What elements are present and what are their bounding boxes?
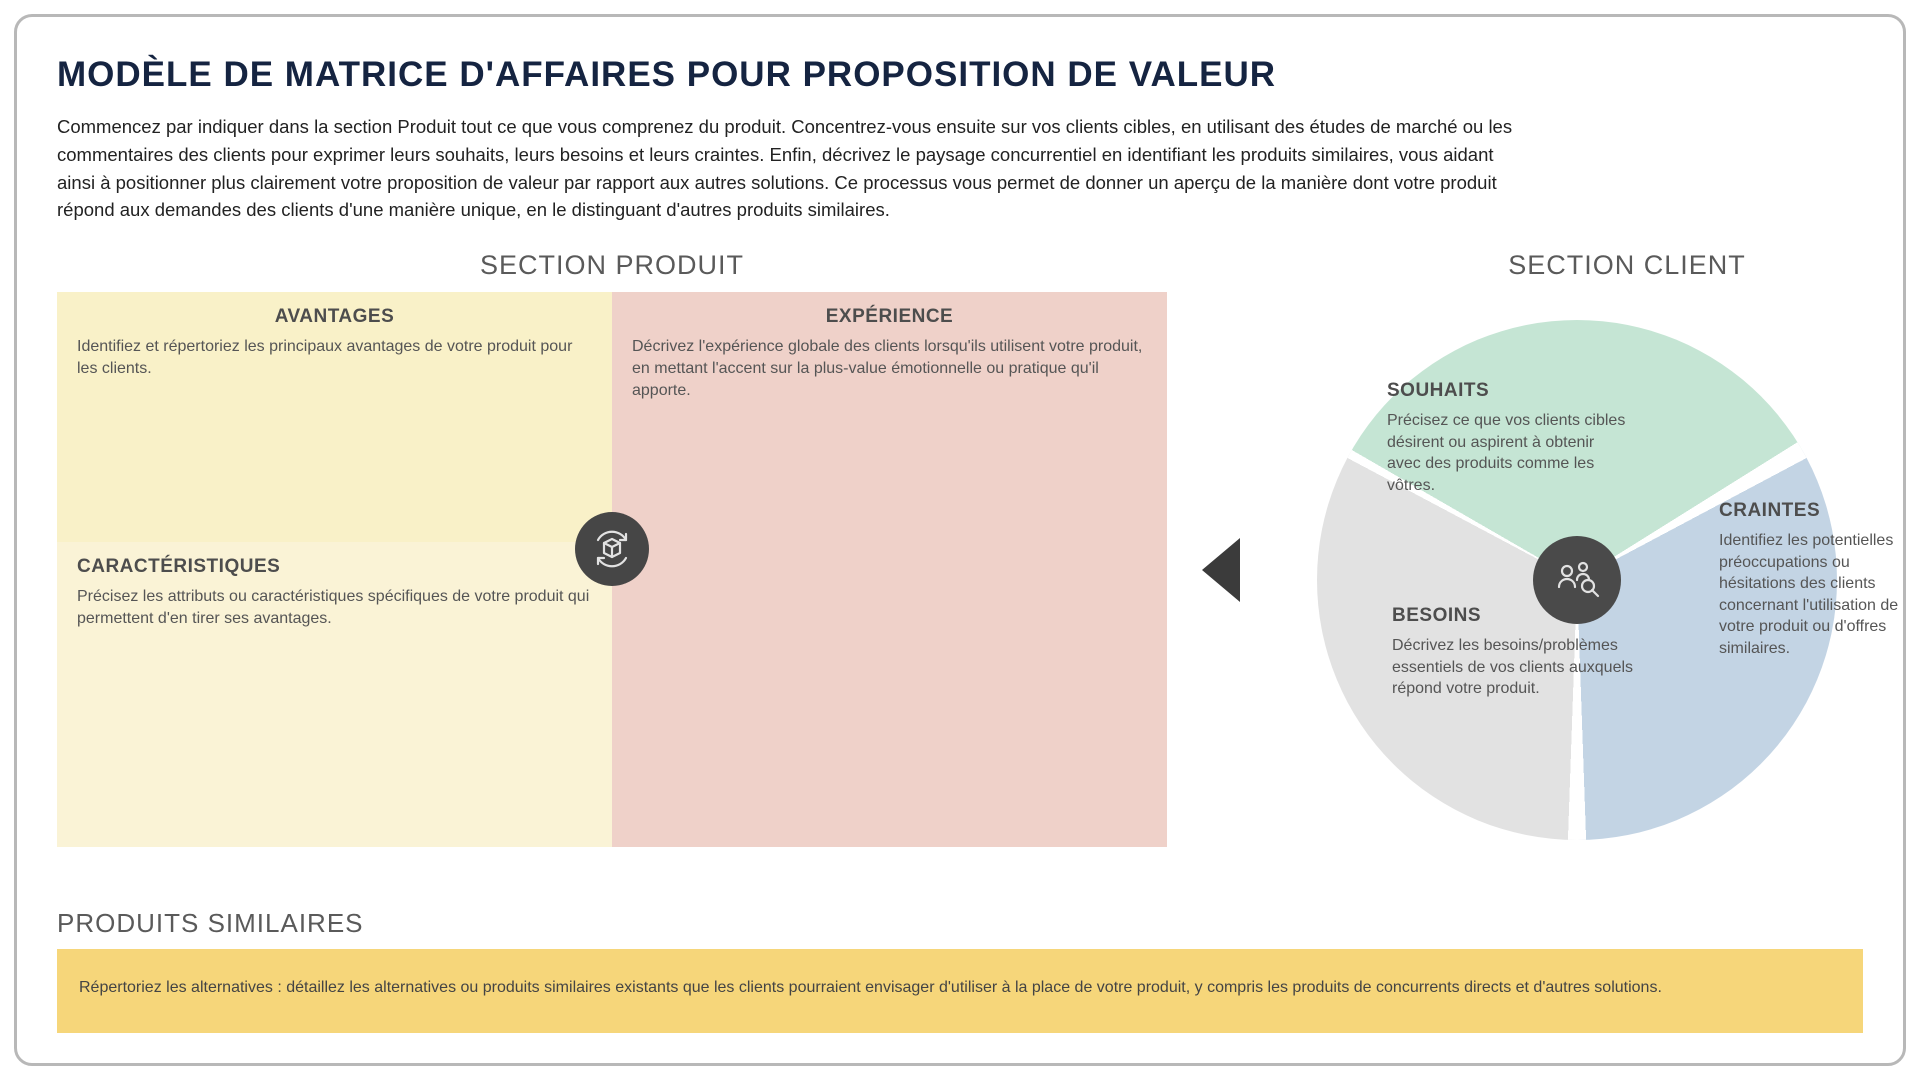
similar-products-section: PRODUITS SIMILAIRES Répertoriez les alte… bbox=[57, 908, 1863, 1033]
segment-craintes: CRAINTES Identifiez les potentielles pré… bbox=[1719, 500, 1920, 660]
segment-souhaits: SOUHAITS Précisez ce que vos clients cib… bbox=[1387, 380, 1627, 496]
similar-products-label: PRODUITS SIMILAIRES bbox=[57, 908, 1863, 939]
page-title: MODÈLE DE MATRICE D'AFFAIRES POUR PROPOS… bbox=[57, 55, 1863, 95]
section-produit-label: SECTION PRODUIT bbox=[57, 250, 1167, 281]
arrow-left-icon bbox=[1202, 538, 1240, 602]
product-cycle-icon bbox=[575, 512, 649, 586]
cell-caracteristiques: CARACTÉRISTIQUES Précisez les attributs … bbox=[57, 542, 612, 847]
craintes-text: Identifiez les potentielles préoccupatio… bbox=[1719, 530, 1920, 660]
client-pie: SOUHAITS Précisez ce que vos clients cib… bbox=[1277, 310, 1877, 850]
experience-title: EXPÉRIENCE bbox=[632, 306, 1147, 328]
avantages-text: Identifiez et répertoriez les principaux… bbox=[77, 336, 592, 380]
similar-products-box: Répertoriez les alternatives : détaillez… bbox=[57, 949, 1863, 1033]
main-row: SECTION PRODUIT SECTION CLIENT AVANTAGES… bbox=[57, 250, 1863, 870]
besoins-text: Décrivez les besoins/problèmes essentiel… bbox=[1392, 635, 1652, 700]
segment-besoins: BESOINS Décrivez les besoins/problèmes e… bbox=[1392, 605, 1652, 700]
section-client-label: SECTION CLIENT bbox=[1407, 250, 1847, 281]
avantages-title: AVANTAGES bbox=[77, 306, 592, 328]
caracteristiques-text: Précisez les attributs ou caractéristiqu… bbox=[77, 586, 592, 630]
intro-paragraph: Commencez par indiquer dans la section P… bbox=[57, 113, 1517, 224]
cell-experience: EXPÉRIENCE Décrivez l'expérience globale… bbox=[612, 292, 1167, 847]
craintes-title: CRAINTES bbox=[1719, 500, 1920, 522]
cell-avantages: AVANTAGES Identifiez et répertoriez les … bbox=[57, 292, 612, 542]
souhaits-title: SOUHAITS bbox=[1387, 380, 1627, 402]
product-quadrant: AVANTAGES Identifiez et répertoriez les … bbox=[57, 292, 1167, 847]
template-card: MODÈLE DE MATRICE D'AFFAIRES POUR PROPOS… bbox=[14, 14, 1906, 1066]
caracteristiques-title: CARACTÉRISTIQUES bbox=[77, 556, 592, 578]
souhaits-text: Précisez ce que vos clients cibles désir… bbox=[1387, 410, 1627, 496]
experience-text: Décrivez l'expérience globale des client… bbox=[632, 336, 1147, 402]
besoins-title: BESOINS bbox=[1392, 605, 1652, 627]
